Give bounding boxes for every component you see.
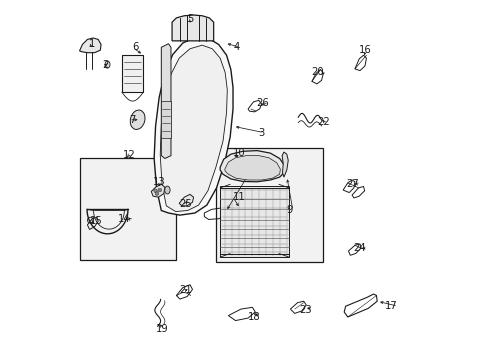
Polygon shape	[80, 38, 101, 53]
Text: 24: 24	[352, 243, 365, 253]
Text: 1: 1	[89, 39, 95, 49]
Text: 9: 9	[286, 206, 292, 216]
Polygon shape	[161, 44, 171, 158]
Ellipse shape	[164, 186, 170, 194]
Text: 27: 27	[346, 179, 359, 189]
Text: 11: 11	[233, 192, 245, 202]
Text: 5: 5	[187, 14, 193, 24]
Text: 2: 2	[102, 60, 108, 70]
Text: 23: 23	[299, 305, 311, 315]
Text: 17: 17	[385, 301, 397, 311]
Bar	[220, 186, 288, 257]
Text: 16: 16	[359, 45, 371, 55]
Ellipse shape	[130, 110, 145, 130]
Text: 7: 7	[129, 115, 135, 125]
Polygon shape	[161, 101, 171, 138]
Text: 20: 20	[311, 67, 324, 77]
Text: 10: 10	[233, 148, 245, 158]
Text: 26: 26	[256, 98, 268, 108]
Text: 22: 22	[317, 117, 330, 127]
Text: 18: 18	[247, 312, 260, 322]
Polygon shape	[154, 37, 233, 215]
Text: 3: 3	[258, 128, 264, 138]
Text: 19: 19	[156, 324, 169, 334]
Bar	[215, 148, 322, 262]
Bar	[80, 158, 175, 260]
Polygon shape	[160, 45, 227, 212]
Ellipse shape	[105, 61, 110, 68]
Polygon shape	[179, 194, 193, 206]
Text: 13: 13	[153, 177, 165, 187]
Polygon shape	[151, 184, 164, 197]
Circle shape	[158, 188, 162, 192]
Text: 21: 21	[179, 285, 191, 296]
Circle shape	[155, 192, 159, 195]
Text: 14: 14	[118, 215, 130, 224]
Polygon shape	[282, 152, 287, 177]
Polygon shape	[224, 156, 280, 180]
Text: 25: 25	[179, 199, 191, 210]
Polygon shape	[122, 55, 143, 92]
Text: 8: 8	[241, 171, 247, 181]
Text: 15: 15	[89, 216, 102, 226]
Text: 6: 6	[132, 42, 139, 52]
Circle shape	[153, 189, 157, 193]
Polygon shape	[220, 150, 284, 182]
Text: 4: 4	[233, 42, 240, 52]
Text: 12: 12	[122, 150, 135, 160]
Polygon shape	[172, 15, 213, 41]
